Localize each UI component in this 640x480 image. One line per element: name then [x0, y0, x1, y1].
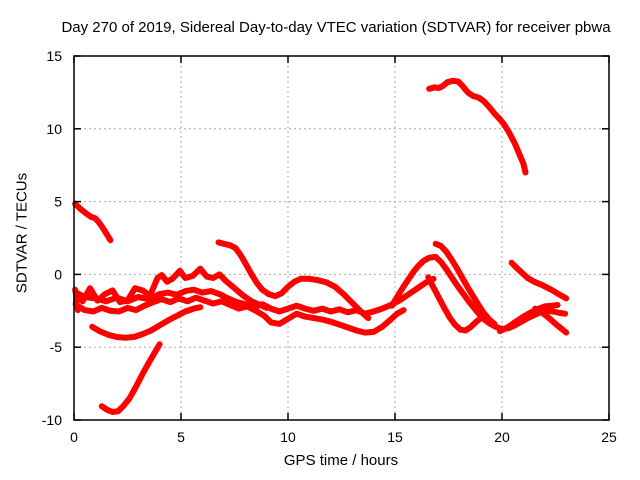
data-track-11: [425, 274, 485, 334]
y-tick-label: 15: [46, 48, 62, 64]
data-track-02: [72, 200, 114, 244]
data-track-10: [432, 240, 498, 327]
y-axis-label: SDTVAR / TECUs: [13, 172, 31, 294]
data-track-04: [89, 304, 204, 341]
data-track-09: [388, 253, 569, 332]
data-track-14: [532, 305, 570, 336]
plot-border: [73, 55, 610, 421]
data-track-12: [508, 259, 570, 302]
chart-title: Day 270 of 2019, Sidereal Day-to-day VTE…: [61, 19, 611, 36]
y-tick-label: 5: [54, 194, 62, 210]
x-tick-label: 25: [601, 429, 617, 445]
x-tick-label: 15: [387, 429, 403, 445]
x-tick-label: 10: [280, 429, 296, 445]
y-tick-label: 0: [54, 266, 62, 282]
data-track-03: [98, 341, 163, 415]
x-tick-label: 0: [70, 429, 78, 445]
data-track-13: [496, 302, 561, 335]
y-tick-label: -5: [50, 339, 63, 355]
data-track-05: [73, 265, 270, 311]
y-tick-label: -10: [42, 412, 62, 428]
x-axis-label: GPS time / hours: [283, 452, 399, 469]
data-track-07: [73, 275, 437, 317]
x-tick-label: 5: [177, 429, 185, 445]
data-track-06: [73, 294, 407, 336]
y-tick-label: 10: [46, 121, 62, 137]
data-track-15: [426, 77, 529, 176]
data-track-08: [215, 239, 372, 322]
x-tick-label: 20: [494, 429, 510, 445]
